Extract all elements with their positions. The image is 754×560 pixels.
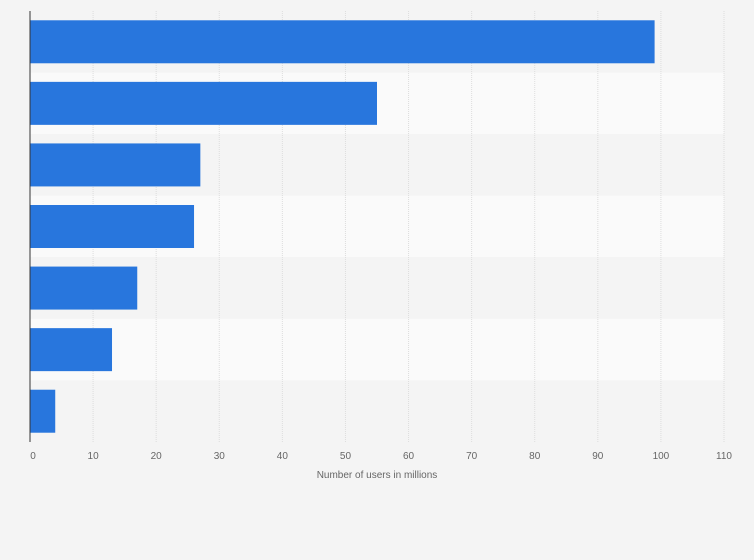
- x-tick-label: 50: [340, 451, 352, 462]
- bar[interactable]: [30, 328, 113, 372]
- row-band: [30, 380, 724, 442]
- bar[interactable]: [30, 20, 655, 64]
- bar[interactable]: [30, 389, 56, 433]
- x-axis-title: Number of users in millions: [317, 470, 438, 481]
- bar[interactable]: [30, 266, 138, 310]
- bars: [30, 20, 655, 433]
- x-tick-label: 40: [277, 451, 289, 462]
- x-tick-label: 110: [716, 451, 732, 462]
- bar[interactable]: [30, 205, 195, 248]
- x-tick-label: 30: [214, 451, 226, 462]
- x-tick-label: 70: [466, 451, 478, 462]
- x-tick-label: 20: [151, 451, 163, 462]
- row-band: [30, 318, 724, 381]
- row-bands: [30, 11, 724, 442]
- x-tick-label: 10: [88, 451, 100, 462]
- row-band: [30, 257, 724, 319]
- x-tick-labels: 0 10 20 30 40 50 60 70 80 90 100 110: [30, 451, 732, 462]
- bar[interactable]: [30, 81, 377, 125]
- x-tick-label: 90: [592, 451, 604, 462]
- x-tick-label: 60: [403, 451, 415, 462]
- x-tick-label: 0: [30, 451, 36, 462]
- x-tick-label: 80: [529, 451, 541, 462]
- bar[interactable]: [30, 143, 201, 187]
- x-tick-label: 100: [653, 451, 670, 462]
